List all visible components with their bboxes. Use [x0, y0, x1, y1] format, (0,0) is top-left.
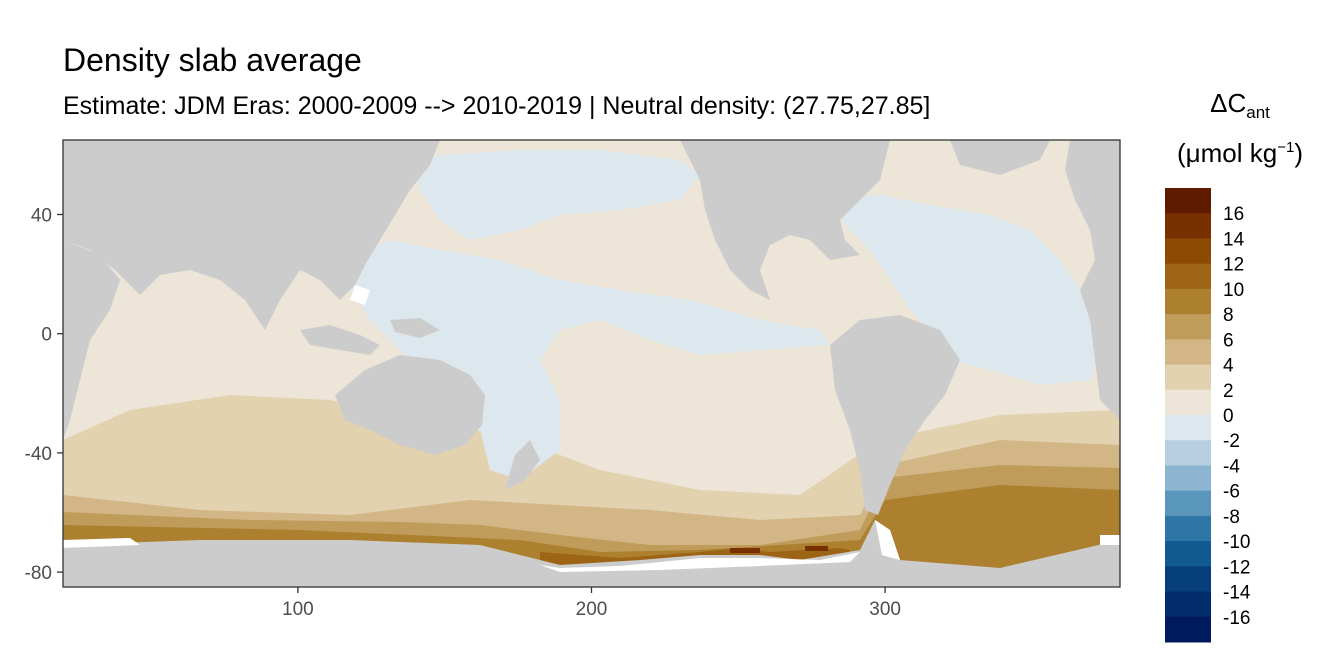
- legend-label: 2: [1223, 381, 1234, 402]
- land: [63, 140, 1120, 587]
- chart-subtitle: Estimate: JDM Eras: 2000-2009 --> 2010-2…: [63, 92, 931, 120]
- y-tick-label: 40: [31, 206, 52, 227]
- legend-swatch: [1165, 616, 1211, 643]
- x-tick-label: 300: [869, 599, 901, 620]
- legend-swatch: [1165, 188, 1211, 214]
- x-tick-label: 100: [282, 599, 314, 620]
- x-tick-label: 200: [576, 599, 608, 620]
- legend-swatch: [1165, 566, 1211, 593]
- legend-label: 6: [1223, 330, 1234, 351]
- legend-colorbar: [1165, 188, 1211, 643]
- legend-label: -2: [1223, 431, 1240, 452]
- legend-swatch: [1165, 515, 1211, 542]
- y-tick-label: 0: [41, 325, 52, 346]
- legend-label: -8: [1223, 507, 1240, 528]
- legend-label: -4: [1223, 456, 1240, 477]
- legend-title: ΔCant: [1210, 88, 1270, 122]
- legend-swatch: [1165, 314, 1211, 340]
- legend-swatch: [1165, 288, 1211, 315]
- legend-swatch: [1165, 591, 1211, 618]
- legend-swatch: [1165, 541, 1211, 567]
- legend-swatch: [1165, 465, 1211, 492]
- legend-label: -10: [1223, 532, 1250, 553]
- legend: ΔCant (μmol kg−1) 16 14 12 10 8 6 4 2 0 -2 -4 -6 -8 -…: [1165, 88, 1303, 643]
- legend-label: 4: [1223, 356, 1234, 377]
- map-panel: [63, 140, 1120, 587]
- legend-label: 8: [1223, 305, 1234, 326]
- legend-swatch: [1165, 364, 1211, 391]
- x-axis: 100 200 300: [282, 587, 901, 620]
- no-data: [63, 285, 1120, 572]
- legend-label: 0: [1223, 406, 1234, 427]
- legend-swatch: [1165, 263, 1211, 290]
- legend-label: -16: [1223, 608, 1250, 629]
- legend-label: 10: [1223, 280, 1244, 301]
- legend-swatch: [1165, 389, 1211, 416]
- legend-label: -6: [1223, 482, 1240, 503]
- legend-unit: (μmol kg−1): [1177, 138, 1303, 168]
- legend-swatch: [1165, 213, 1211, 239]
- pacific-west-blue: [350, 240, 830, 480]
- atlantic-far-north-tan: [880, 140, 1120, 215]
- legend-swatch: [1165, 490, 1211, 517]
- legend-label: 12: [1223, 255, 1244, 276]
- atlantic-north-blue: [830, 195, 1100, 385]
- legend-labels: 16 14 12 10 8 6 4 2 0 -2 -4 -6 -8 -10 -12 -14 -16: [1223, 204, 1251, 629]
- y-tick-label: -80: [25, 563, 52, 584]
- legend-label: -12: [1223, 557, 1250, 578]
- legend-swatch: [1165, 238, 1211, 265]
- chart-title: Density slab average: [63, 42, 362, 78]
- pacific-north-blue: [410, 150, 700, 240]
- band-southern-12-16: [730, 546, 828, 553]
- y-axis: 40 0 -40 -80: [25, 206, 63, 584]
- legend-swatch: [1165, 415, 1211, 441]
- y-tick-label: -40: [25, 444, 52, 465]
- legend-label: 16: [1223, 204, 1244, 225]
- legend-label: -14: [1223, 583, 1251, 604]
- legend-label: 14: [1223, 229, 1245, 250]
- legend-swatch: [1165, 440, 1211, 466]
- legend-swatch: [1165, 339, 1211, 366]
